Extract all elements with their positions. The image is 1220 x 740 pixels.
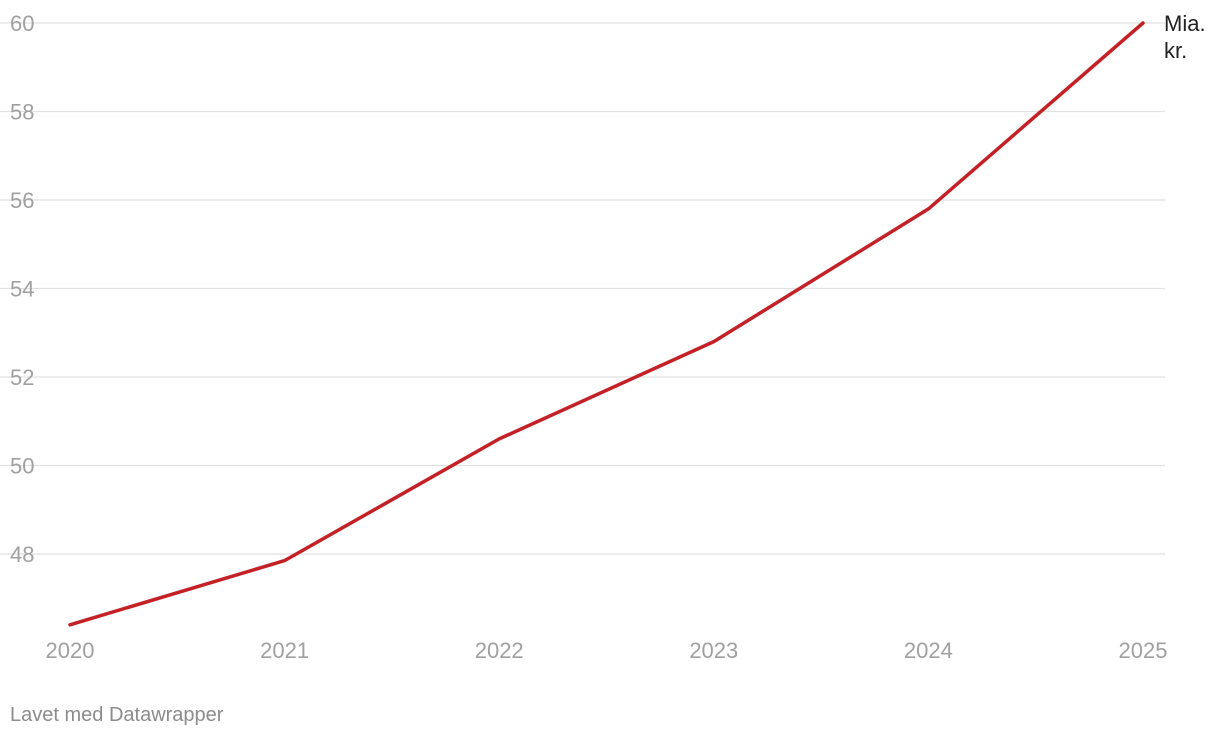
series-end-label: Mia. kr.	[1164, 11, 1206, 63]
y-axis-ticks: 48 50 52 54 56 58 60	[10, 11, 34, 567]
x-tick-label-2023: 2023	[689, 638, 738, 663]
x-tick-label-2022: 2022	[475, 638, 524, 663]
unit-label: Mia. kr.	[1164, 11, 1206, 63]
series-layer	[68, 21, 1145, 627]
grid-lines	[0, 22, 1165, 555]
y-tick-label-58: 58	[10, 100, 34, 125]
y-tick-label-56: 56	[10, 188, 34, 213]
x-tick-label-2021: 2021	[260, 638, 309, 663]
y-tick-label-52: 52	[10, 365, 34, 390]
y-tick-label-60: 60	[10, 11, 34, 36]
y-tick-label-48: 48	[10, 542, 34, 567]
x-tick-label-2025: 2025	[1119, 638, 1168, 663]
x-tick-label-2020: 2020	[46, 638, 95, 663]
y-tick-label-54: 54	[10, 277, 34, 302]
series-line-0	[68, 21, 1145, 627]
x-tick-label-2024: 2024	[904, 638, 953, 663]
y-tick-label-50: 50	[10, 454, 34, 479]
x-axis-ticks: 2020 2021 2022 2023 2024 2025	[46, 638, 1168, 663]
footer-credit: Lavet med Datawrapper	[10, 704, 224, 726]
